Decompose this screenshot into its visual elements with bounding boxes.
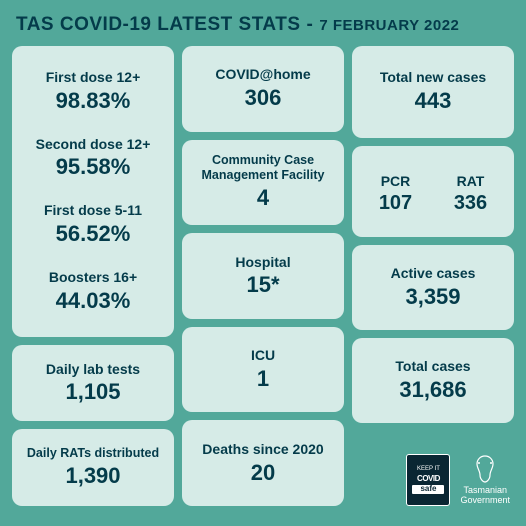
- daily-lab-tests-label: Daily lab tests: [46, 361, 140, 378]
- column-3: Total new cases 443 PCR 107 RAT 336 Acti…: [352, 46, 514, 506]
- tasmanian-government-logo: Tasmanian Government: [460, 454, 510, 506]
- column-2: COVID@home 306 Community Case Management…: [182, 46, 344, 506]
- rat-label: RAT: [457, 173, 485, 190]
- first-dose-5-11-label: First dose 5-11: [44, 202, 142, 219]
- hospital-label: Hospital: [235, 254, 290, 271]
- new-cases-value: 443: [415, 88, 452, 114]
- daily-lab-tests-value: 1,105: [65, 379, 120, 405]
- daily-rats-value: 1,390: [65, 463, 120, 489]
- covidsafe-safe: safe: [412, 485, 444, 494]
- total-cases-label: Total cases: [395, 358, 470, 375]
- second-dose-12-value: 95.58%: [36, 154, 151, 180]
- deaths-value: 20: [251, 460, 275, 486]
- covidsafe-covid: COVID: [409, 475, 447, 484]
- pcr-label: PCR: [381, 173, 411, 190]
- first-dose-5-11-value: 56.52%: [44, 221, 142, 247]
- column-1: First dose 12+ 98.83% Second dose 12+ 95…: [12, 46, 174, 506]
- logos-row: KEEP IT COVID safe Tasmanian Government: [352, 431, 514, 506]
- title-separator: -: [307, 14, 314, 36]
- covid-home-value: 306: [245, 85, 282, 111]
- ccmf-card: Community Case Management Facility 4: [182, 140, 344, 226]
- new-cases-label: Total new cases: [380, 69, 486, 86]
- icu-label: ICU: [251, 347, 275, 364]
- icu-card: ICU 1: [182, 327, 344, 413]
- second-dose-12-label: Second dose 12+: [36, 136, 151, 153]
- daily-lab-tests-card: Daily lab tests 1,105: [12, 345, 174, 422]
- ccmf-label: Community Case Management Facility: [188, 153, 338, 183]
- header: TAS COVID-19 LATEST STATS - 7 FEBRUARY 2…: [12, 12, 514, 46]
- active-cases-card: Active cases 3,359: [352, 245, 514, 330]
- daily-rats-card: Daily RATs distributed 1,390: [12, 429, 174, 506]
- boosters-16-value: 44.03%: [49, 288, 137, 314]
- new-cases-card: Total new cases 443: [352, 46, 514, 138]
- hospital-value: 15*: [246, 272, 279, 298]
- tasgov-line2: Government: [460, 496, 510, 506]
- first-dose-12-value: 98.83%: [46, 88, 141, 114]
- active-cases-label: Active cases: [391, 265, 476, 282]
- covid-home-card: COVID@home 306: [182, 46, 344, 132]
- boosters-16-label: Boosters 16+: [49, 269, 137, 286]
- report-date: 7 FEBRUARY 2022: [319, 17, 459, 34]
- covidsafe-logo: KEEP IT COVID safe: [406, 454, 450, 506]
- first-dose-12-label: First dose 12+: [46, 69, 141, 86]
- total-cases-value: 31,686: [399, 377, 466, 403]
- active-cases-value: 3,359: [405, 284, 460, 310]
- deaths-label: Deaths since 2020: [202, 441, 323, 458]
- stats-grid: First dose 12+ 98.83% Second dose 12+ 95…: [12, 46, 514, 506]
- vaccination-card: First dose 12+ 98.83% Second dose 12+ 95…: [12, 46, 174, 337]
- deaths-card: Deaths since 2020 20: [182, 420, 344, 506]
- pcr-value: 107: [379, 192, 412, 215]
- icu-value: 1: [257, 366, 269, 392]
- tasgov-icon: [468, 454, 502, 484]
- page-title: TAS COVID-19 LATEST STATS: [16, 14, 301, 36]
- covidsafe-keepit: KEEP IT: [409, 466, 447, 473]
- daily-rats-label: Daily RATs distributed: [27, 446, 159, 461]
- total-cases-card: Total cases 31,686: [352, 338, 514, 423]
- pcr-rat-card: PCR 107 RAT 336: [352, 146, 514, 238]
- rat-value: 336: [454, 192, 487, 215]
- covid-home-label: COVID@home: [215, 66, 310, 83]
- hospital-card: Hospital 15*: [182, 233, 344, 319]
- ccmf-value: 4: [257, 185, 269, 211]
